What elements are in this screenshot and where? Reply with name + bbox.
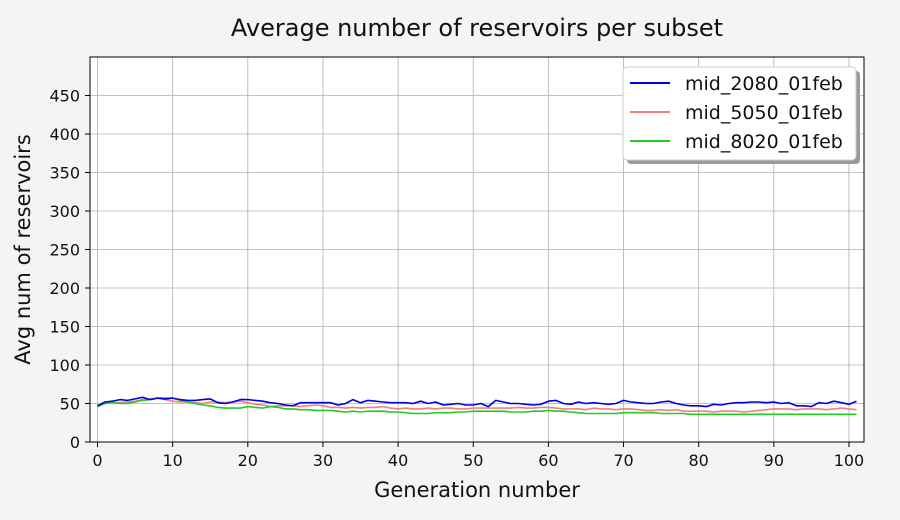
x-tick-label: 20 <box>238 451 258 470</box>
x-tick-label: 0 <box>92 451 102 470</box>
chart-title: Average number of reservoirs per subset <box>231 14 723 42</box>
y-tick-label: 50 <box>60 395 80 414</box>
y-tick-label: 450 <box>49 87 80 106</box>
y-tick-label: 100 <box>49 356 80 375</box>
legend-box <box>622 66 857 161</box>
x-tick-label: 10 <box>162 451 182 470</box>
y-axis-label: Avg num of reservoirs <box>11 134 35 365</box>
axis-ticks: 0 10 20 30 40 50 60 70 80 90 100 0 50 100 150 200 250 300… <box>49 87 864 471</box>
x-tick-label: 80 <box>688 451 708 470</box>
y-tick-label: 400 <box>49 125 80 144</box>
series-line-mid_8020_01feb <box>97 397 857 416</box>
x-axis-label: Generation number <box>374 478 580 502</box>
series-line-mid_2080_01feb <box>97 396 857 408</box>
y-tick-label: 200 <box>49 279 80 298</box>
y-tick-label: 300 <box>49 202 80 221</box>
y-tick-label: 0 <box>70 433 80 452</box>
x-tick-label: 100 <box>834 451 865 470</box>
legend-label: mid_5050_01feb <box>685 102 843 124</box>
legend: mid_2080_01feb mid_5050_01feb mid_8020_01f… <box>622 66 860 164</box>
legend-label: mid_8020_01feb <box>685 131 843 153</box>
x-tick-label: 30 <box>313 451 333 470</box>
y-tick-label: 250 <box>49 241 80 260</box>
x-tick-label: 40 <box>388 451 408 470</box>
x-tick-label: 90 <box>764 451 784 470</box>
series-lines <box>97 396 857 416</box>
x-tick-label: 70 <box>613 451 633 470</box>
legend-label: mid_2080_01feb <box>685 73 843 95</box>
y-tick-label: 150 <box>49 318 80 337</box>
y-tick-label: 350 <box>49 164 80 183</box>
x-tick-label: 50 <box>463 451 483 470</box>
x-tick-label: 60 <box>538 451 558 470</box>
